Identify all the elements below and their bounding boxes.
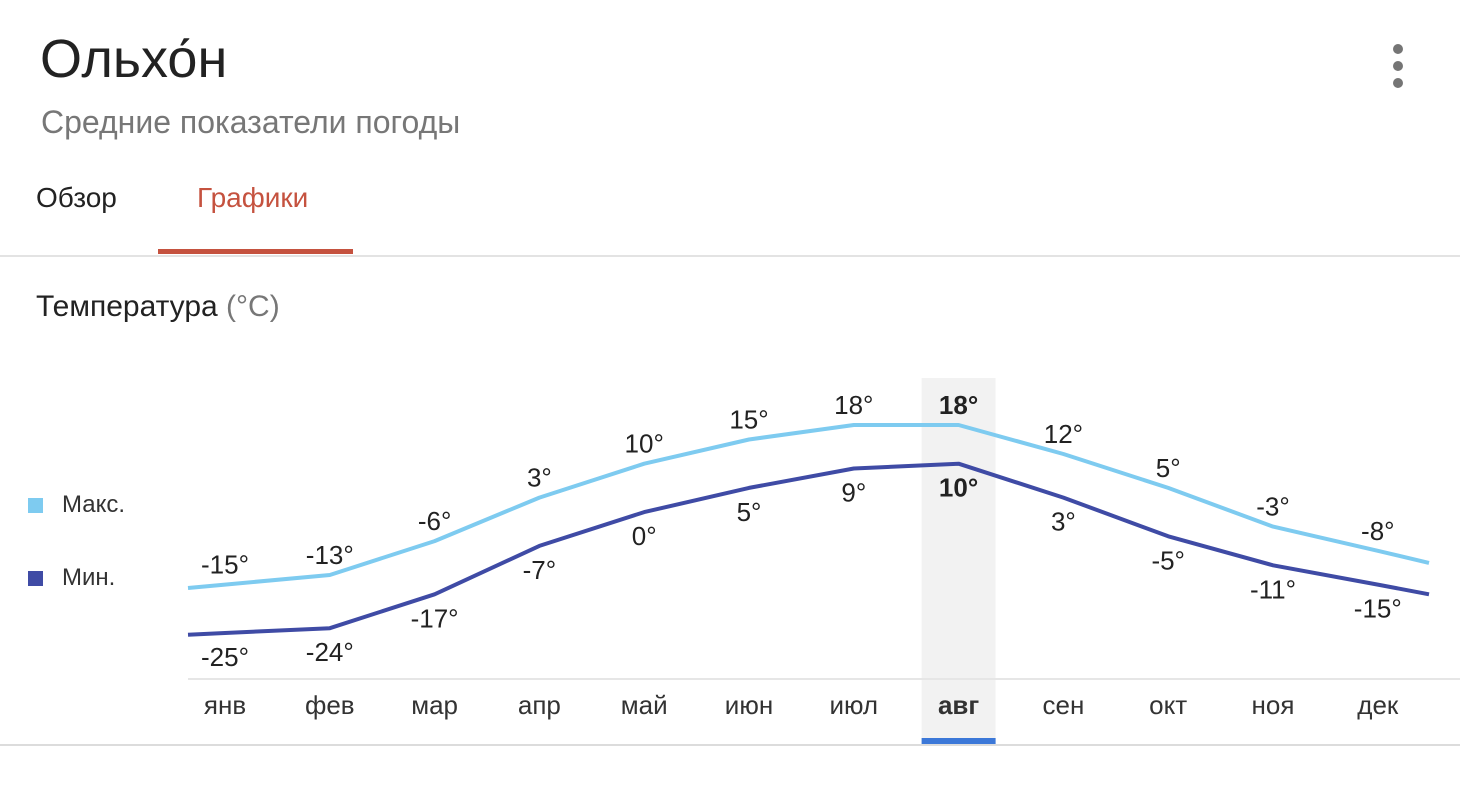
series-line-min [187, 461, 1430, 637]
data-label-max: -8° [1361, 516, 1395, 546]
section-title-text: Температура [36, 290, 218, 323]
series-line-max [187, 423, 1430, 590]
data-label-max: 15° [729, 405, 768, 435]
x-tick-label: дек [1357, 690, 1399, 720]
page-subtitle: Средние показатели погоды [41, 104, 461, 140]
x-tick-label: фев [305, 690, 355, 720]
data-label-min: 3° [1051, 507, 1076, 537]
data-label-max: 10° [625, 429, 664, 459]
legend-swatch-min [28, 571, 43, 586]
x-tick-label: июн [725, 690, 773, 720]
data-label-max: 3° [527, 463, 552, 493]
section-unit: (°C) [226, 290, 280, 323]
data-label-max: 18° [939, 390, 978, 420]
x-tick-label: авг [938, 690, 979, 720]
x-tick-label: мар [411, 690, 458, 720]
data-label-min: 10° [939, 473, 978, 503]
data-label-max: 12° [1044, 419, 1083, 449]
data-label-max: -6° [418, 506, 452, 536]
section-title: Температура (°C) [36, 290, 280, 324]
tabs-divider [0, 255, 1460, 257]
x-tick-label: окт [1149, 690, 1187, 720]
data-label-min: -17° [411, 603, 459, 633]
x-tick-label: апр [518, 690, 561, 720]
bottom-divider [0, 744, 1460, 746]
data-label-min: -15° [1354, 594, 1402, 624]
active-tab-indicator [158, 249, 353, 254]
data-label-max: 5° [1156, 453, 1181, 483]
x-tick-label: май [621, 690, 668, 720]
x-tick-label: сен [1042, 690, 1084, 720]
page-title: Ольхо́н [40, 29, 228, 89]
legend-swatch-max [28, 498, 43, 513]
tab-overview[interactable]: Обзор [36, 182, 117, 213]
legend-label-max: Макс. [62, 491, 126, 518]
data-label-min: -7° [523, 555, 557, 585]
tab-bar: Обзор Графики [0, 160, 1460, 256]
legend-label-min: Мин. [62, 564, 116, 591]
data-label-min: 9° [841, 478, 866, 508]
data-label-min: -25° [201, 642, 249, 672]
tab-charts[interactable]: Графики [197, 182, 309, 213]
selected-month-band [921, 378, 996, 744]
x-tick-label: июл [829, 690, 878, 720]
data-label-min: 5° [737, 497, 762, 527]
x-tick-label: янв [204, 690, 246, 720]
selected-month-indicator [921, 738, 996, 744]
more-vert-icon[interactable] [1388, 44, 1408, 88]
data-label-max: -15° [201, 550, 249, 580]
x-tick-label: ноя [1252, 690, 1295, 720]
data-label-min: -24° [306, 637, 354, 667]
data-label-max: -3° [1256, 492, 1290, 522]
data-label-min: 0° [632, 521, 657, 551]
data-label-max: -13° [306, 540, 354, 570]
data-label-min: -5° [1151, 545, 1185, 575]
data-label-max: 18° [834, 390, 873, 420]
data-label-min: -11° [1250, 574, 1296, 604]
